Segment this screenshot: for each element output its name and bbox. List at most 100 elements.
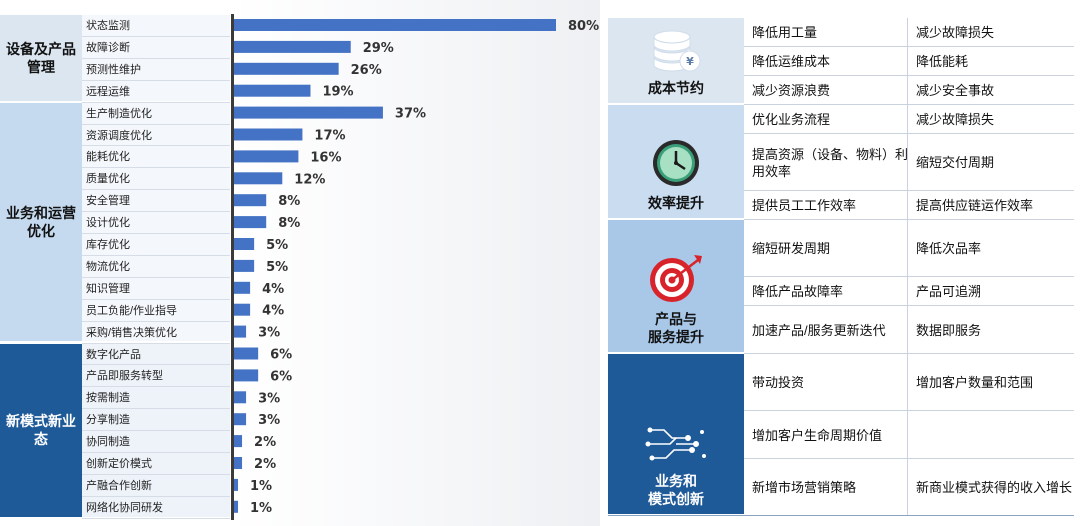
row-divider: [82, 233, 230, 234]
row-divider: [82, 517, 230, 519]
row-divider: [744, 410, 1074, 411]
row-divider: [82, 364, 230, 366]
row-divider: [744, 219, 1074, 220]
category-tick-label: 质量优化: [86, 173, 130, 186]
bar: [234, 413, 247, 426]
category-tick-label: 故障诊断: [86, 41, 130, 54]
data-label: 1%: [250, 501, 272, 516]
table-cell: 提供员工工作效率: [752, 198, 857, 213]
bar: [234, 435, 243, 448]
row-divider: [82, 123, 230, 125]
bar: [234, 303, 251, 316]
table-bottom-border: [608, 515, 1074, 516]
table-cell: 缩短研发周期: [752, 241, 831, 256]
row-divider: [744, 75, 1074, 76]
data-label: 3%: [258, 326, 280, 341]
row-divider: [744, 190, 1074, 191]
bar: [234, 19, 556, 31]
table-cell: 减少故障损失: [916, 112, 995, 127]
row-divider: [82, 473, 230, 475]
table-cell: 减少安全事故: [916, 83, 995, 98]
category-tick-label: 网络化协同研发: [86, 501, 163, 514]
row-divider: [744, 353, 1074, 354]
data-label: 16%: [310, 150, 341, 165]
category-tick-label: 能耗优化: [86, 151, 130, 164]
category-tick-label: 员工负能/作业指导: [86, 304, 178, 317]
category-tick-label: 物流优化: [86, 260, 130, 273]
table-cell: 带动投资: [752, 375, 805, 390]
data-label: 37%: [395, 107, 426, 122]
group-label: 业务和运营优化: [0, 102, 82, 342]
row-divider: [82, 298, 230, 300]
bar: [234, 500, 239, 513]
table-cell: 提高资源（设备、物料）利用效率: [752, 146, 909, 179]
bar: [234, 150, 299, 163]
svg-text:¥: ¥: [686, 55, 694, 68]
category-tick-label: 产融合作创新: [86, 479, 152, 492]
column-divider: [907, 18, 908, 516]
table-cell: 降低产品故障率: [752, 284, 844, 299]
bar-chart: 80% 29% 26% 19% 37% 17% 16% 12% 8% 8% 5% 5% 4% 4% 3% 6%…: [234, 19, 599, 516]
bar: [234, 478, 239, 491]
category-tick-label: 生产制造优化: [86, 107, 152, 120]
data-label: 3%: [258, 391, 280, 406]
row-divider: [82, 408, 230, 410]
row-divider: [82, 495, 230, 497]
category-tick-label: 资源调度优化: [86, 129, 152, 142]
row-divider: [82, 211, 230, 213]
category-tick-label: 协同制造: [86, 436, 130, 449]
table-cell: 优化业务流程: [752, 112, 831, 127]
group-label: 新模式新业态: [0, 343, 82, 517]
row-divider: [82, 320, 230, 322]
row-divider: [82, 35, 230, 37]
category-tick-label: 远程运维: [86, 85, 130, 98]
category-tick-label: 分享制造: [86, 414, 130, 427]
table-cell: 降低运维成本: [752, 54, 831, 69]
category-tick-label: 知识管理: [86, 282, 130, 295]
row-divider: [82, 276, 230, 278]
table-cell: [912, 411, 1078, 459]
table-cell: 新增市场营销策略: [752, 480, 857, 495]
category-tick-label: 按需制造: [86, 392, 130, 405]
category-name: 效率提升: [648, 195, 704, 211]
bar: [234, 40, 351, 53]
group-label: 设备及产品管理: [0, 15, 82, 101]
label-column-bg: [82, 102, 230, 342]
category-tick-label: 创新定价模式: [86, 458, 152, 470]
row-divider: [82, 452, 230, 453]
bar: [234, 216, 267, 229]
category-tick-label: 预测性维护: [86, 63, 141, 76]
data-label: 8%: [278, 194, 300, 209]
data-label: 17%: [314, 129, 345, 144]
bar: [234, 194, 267, 207]
data-label: 4%: [262, 304, 284, 319]
table-cell: 降低用工量: [752, 25, 818, 40]
bar: [234, 238, 255, 250]
data-label: 6%: [270, 369, 292, 384]
data-label: 5%: [266, 260, 288, 275]
data-label: 3%: [258, 413, 280, 428]
table-cell: 减少资源浪费: [752, 83, 831, 98]
table-cell: 降低次品率: [916, 241, 982, 256]
bar: [234, 457, 243, 469]
category-name: 产品与 服务提升: [648, 311, 704, 345]
target-icon: [646, 252, 706, 304]
row-divider: [744, 133, 1074, 134]
row-divider: [82, 79, 230, 81]
category-tick-label: 产品即服务转型: [86, 370, 163, 383]
bar: [234, 172, 283, 185]
bar: [234, 106, 383, 119]
category-tick-label: 安全管理: [86, 195, 130, 208]
table-cell: 缩短交付周期: [916, 155, 995, 170]
table-cell: 增加客户生命周期价值: [752, 427, 883, 443]
coins-stack-icon: ¥: [650, 29, 702, 73]
application-chart-panel: 设备及产品管理 业务和运营优化 新模式新业态 状态监测 故障诊断 预测性维护 远程运维 生产…: [0, 0, 600, 526]
bar: [234, 62, 339, 75]
table-cell: 产品可追溯: [916, 284, 982, 299]
row-divider: [744, 458, 1074, 459]
data-label: 8%: [278, 216, 300, 231]
category-axis-line: [231, 14, 234, 520]
row-divider: [82, 254, 230, 256]
bar: [234, 259, 255, 272]
data-label: 2%: [254, 435, 276, 450]
